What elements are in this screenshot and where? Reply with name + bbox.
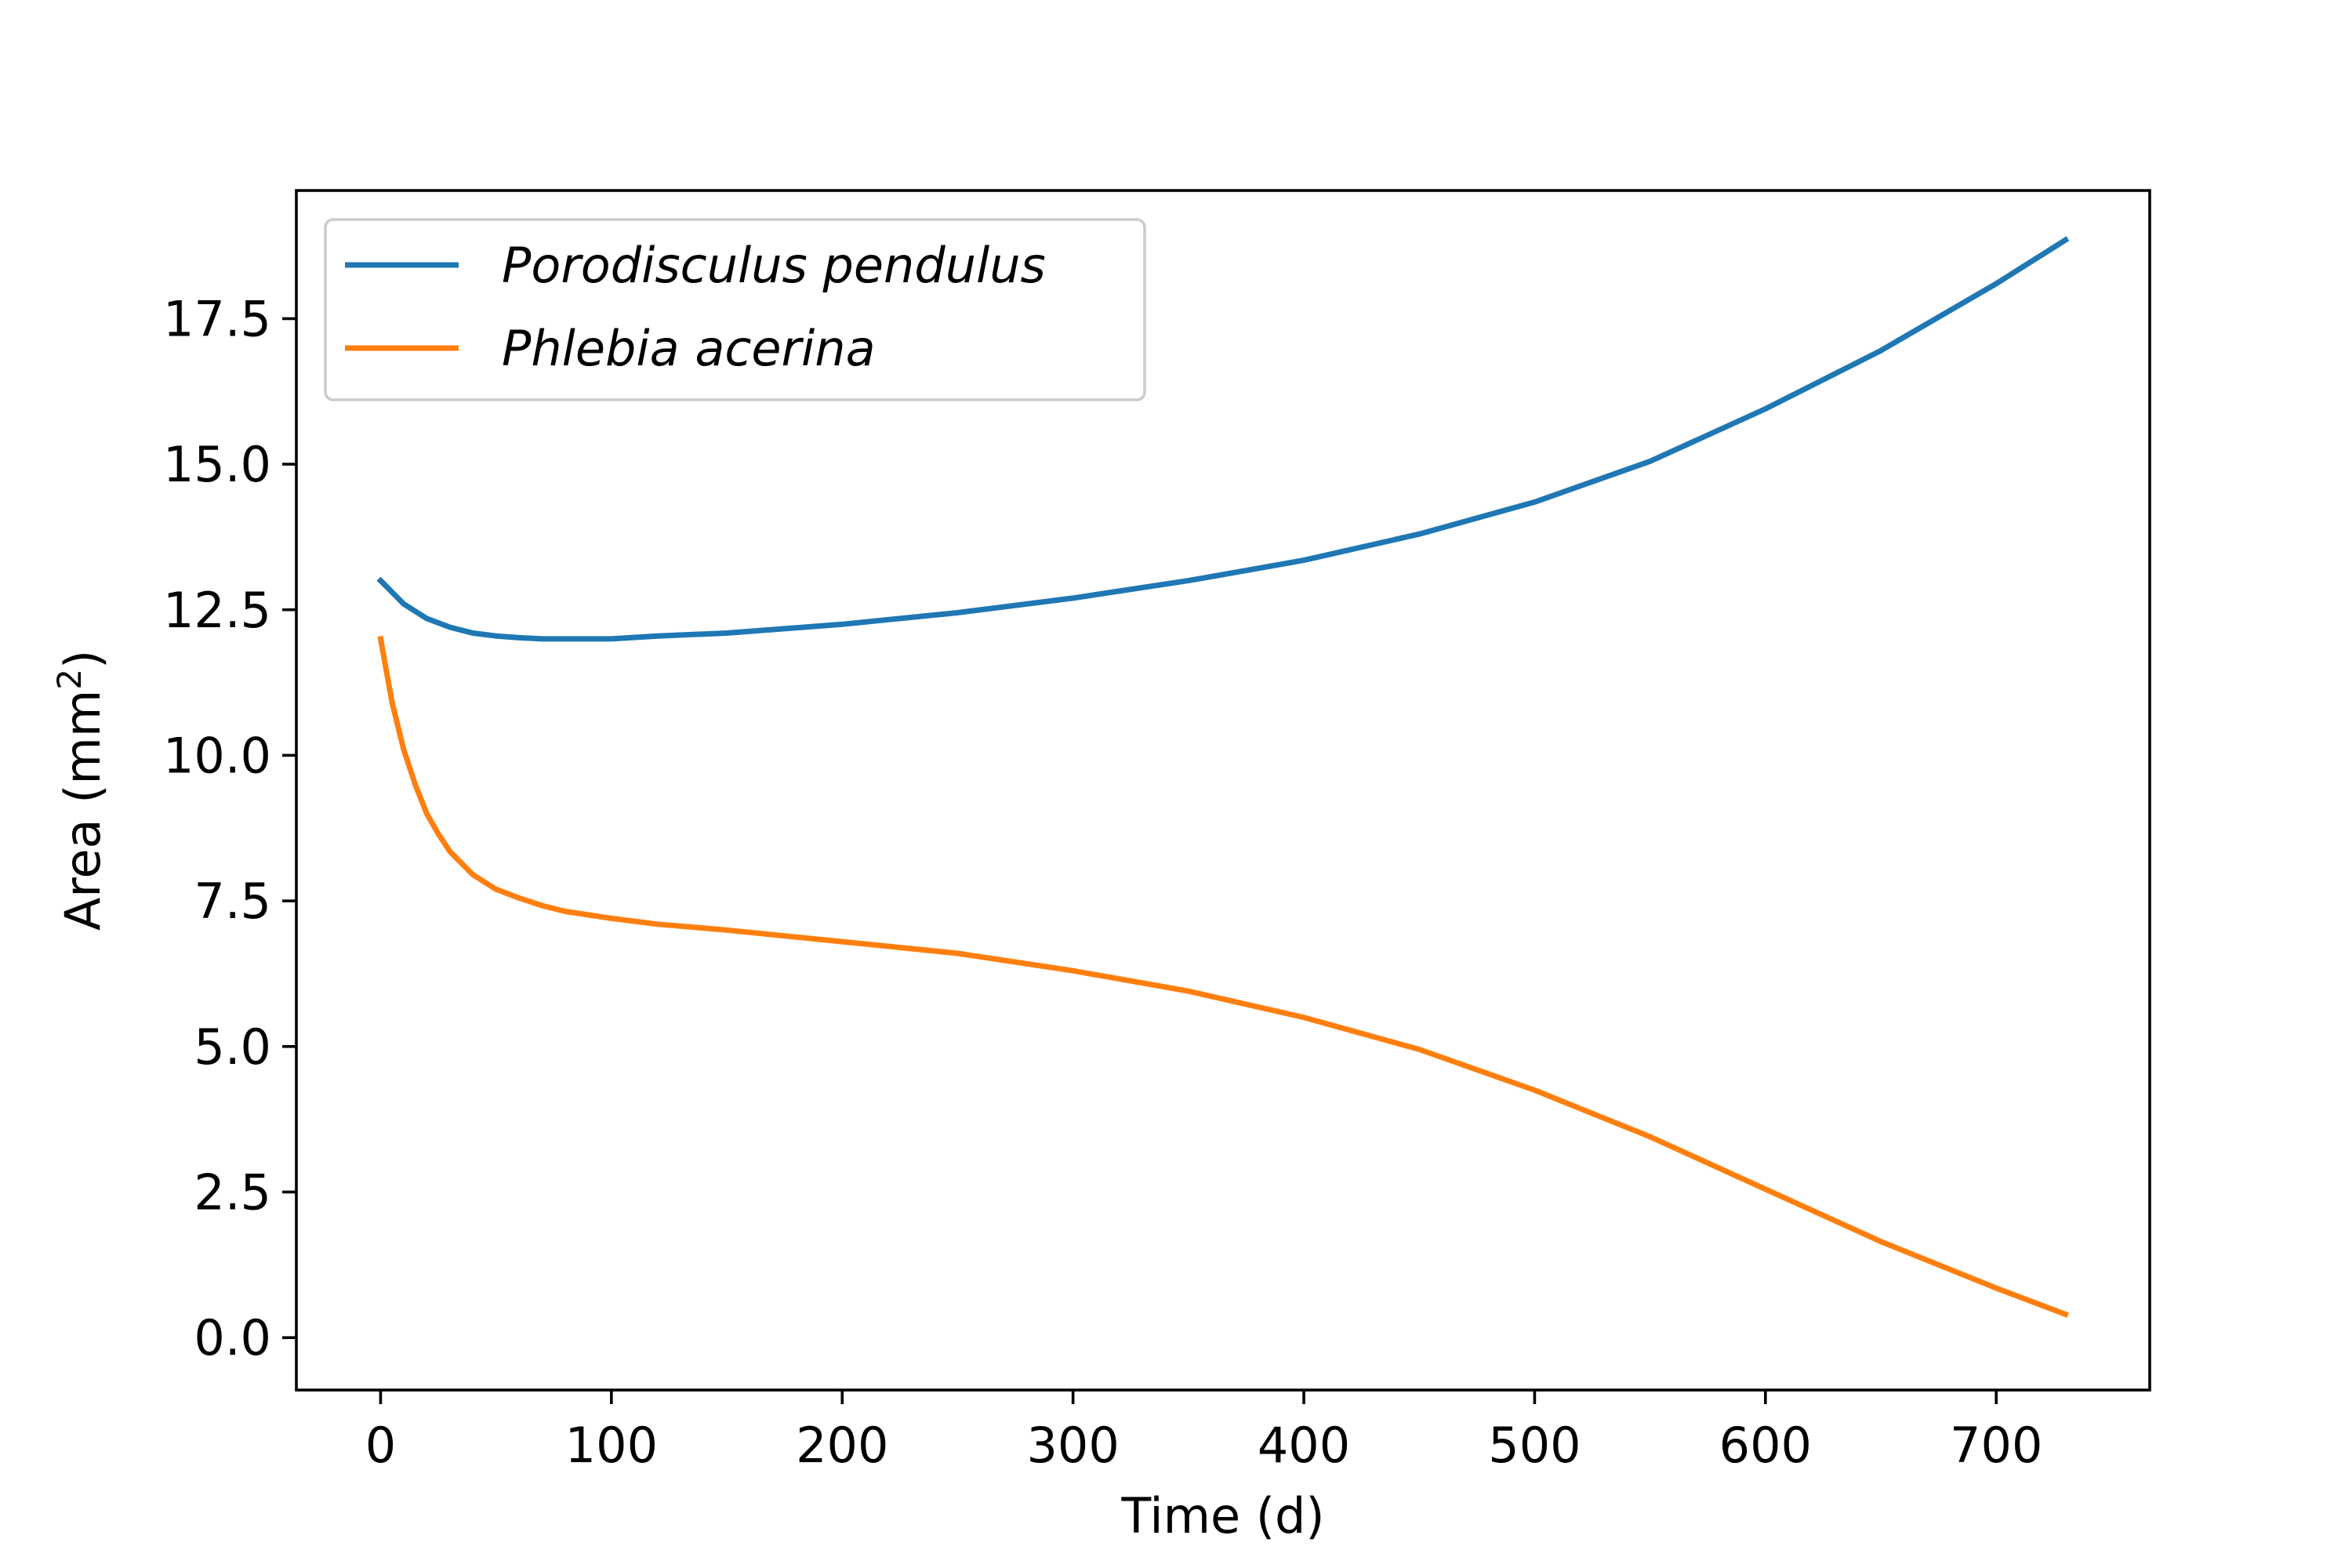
legend-box <box>324 218 1146 401</box>
y-tick-label: 15.0 <box>163 436 271 493</box>
y-axis-label: Area (mm2) <box>50 650 111 931</box>
y-axis: 0.0 2.5 5.0 7.5 10.0 12.5 15.0 17.5 <box>163 290 296 1367</box>
x-axis: 0 100 200 300 400 500 600 700 <box>365 1390 2042 1474</box>
x-tick-label: 0 <box>365 1417 396 1474</box>
x-tick-label: 200 <box>796 1417 888 1474</box>
y-tick-label: 5.0 <box>194 1018 271 1076</box>
y-tick-label: 0.0 <box>194 1309 271 1367</box>
x-tick-label: 400 <box>1258 1417 1350 1474</box>
y-tick-label: 10.0 <box>163 727 271 784</box>
x-tick-label: 700 <box>1950 1417 2042 1474</box>
x-tick-label: 600 <box>1719 1417 1812 1474</box>
axes-frame <box>295 189 2151 1392</box>
y-tick-label: 7.5 <box>194 873 271 930</box>
y-tick-label: 17.5 <box>163 290 271 347</box>
x-tick-label: 500 <box>1488 1417 1581 1474</box>
series-line-2 <box>377 635 2070 1318</box>
y-tick-label: 12.5 <box>163 582 271 639</box>
x-tick-label: 100 <box>565 1417 658 1474</box>
x-axis-label: Time (d) <box>1120 1487 1324 1544</box>
y-axis-label-suffix: ) <box>54 650 111 669</box>
y-tick-label: 2.5 <box>194 1163 271 1221</box>
legend: Porodisculus pendulus Phlebia acerina <box>324 218 1146 401</box>
y-axis-label-base: Area (mm <box>54 690 111 931</box>
series-line-1 <box>376 236 2070 642</box>
legend-label-2: Phlebia acerina <box>502 320 876 377</box>
y-axis-label-superscript: 2 <box>50 669 89 690</box>
x-tick-label: 300 <box>1026 1417 1119 1474</box>
legend-label-1: Porodisculus pendulus <box>502 237 1046 294</box>
series-layer <box>376 236 2070 1318</box>
